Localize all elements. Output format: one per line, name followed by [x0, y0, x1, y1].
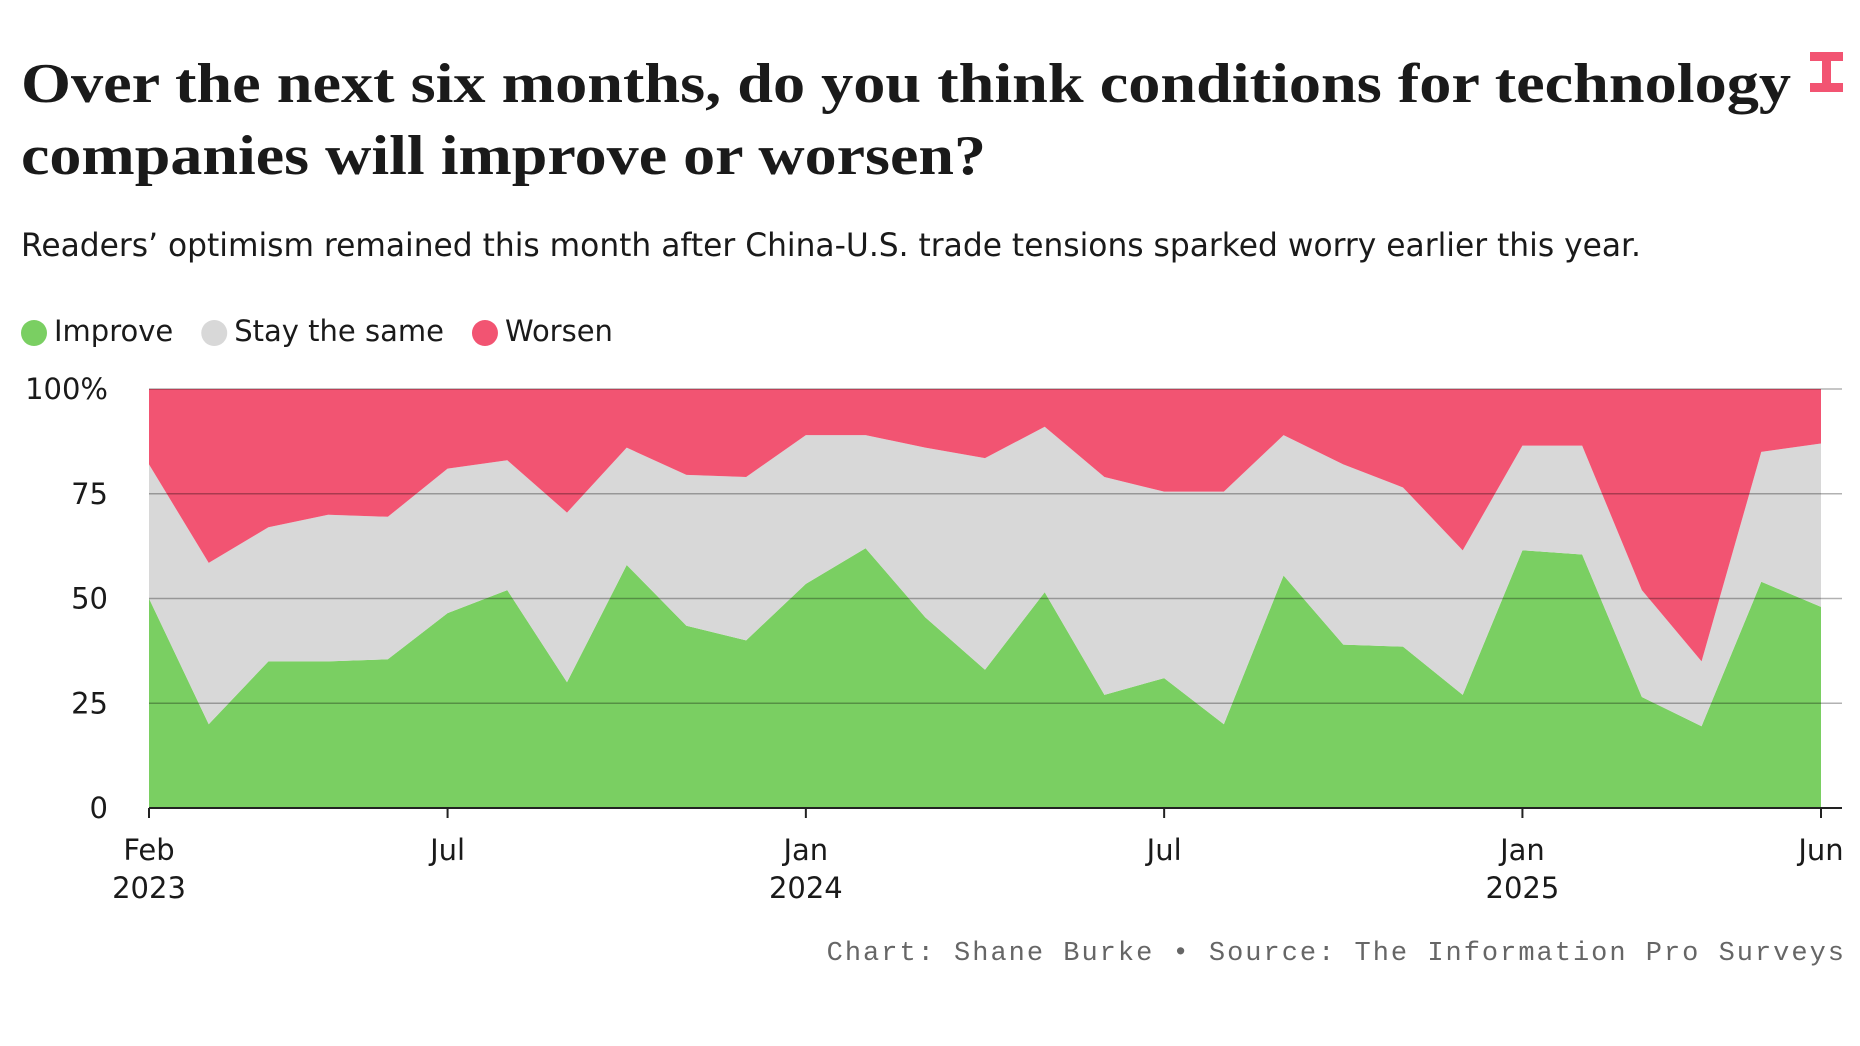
x-tick-label: Jan: [781, 833, 828, 867]
chart-title: companies will improve or worsen?: [21, 125, 986, 187]
legend-label: Improve: [54, 314, 173, 348]
chart-title: Over the next six months, do you think c…: [21, 53, 1791, 115]
x-tick-label: Feb: [123, 833, 174, 867]
y-tick-label: 25: [71, 686, 108, 720]
legend-item: Stay the same: [201, 314, 444, 348]
legend-label: Stay the same: [234, 314, 444, 348]
footer: Chart: Shane Burke • Source: The Informa…: [827, 939, 1846, 969]
y-tick-label: 50: [71, 582, 108, 616]
y-tick-label: 0: [90, 791, 108, 825]
x-tick-label: Jan: [1498, 833, 1545, 867]
area: [149, 389, 1821, 662]
legend-item: Improve: [21, 314, 173, 348]
x-tick-label: Jul: [428, 833, 465, 867]
chart-subtitle: Readers’ optimism remained this month af…: [21, 226, 1641, 264]
y-tick-label: 100%: [25, 372, 108, 406]
legend-swatch: [471, 320, 498, 346]
y-tick-label: 75: [71, 477, 108, 511]
x-tick-label: Jul: [1145, 833, 1182, 867]
area: [149, 426, 1821, 727]
legend-label: Worsen: [505, 314, 613, 348]
legend-swatch: [21, 320, 47, 346]
legend-item: Worsen: [471, 314, 613, 348]
legend-swatch: [201, 320, 228, 346]
x-tick-label: 2025: [1486, 871, 1560, 905]
x-tick-label: 2024: [769, 871, 843, 905]
x-tick-label: Jun: [1796, 833, 1843, 867]
logo: [1810, 52, 1843, 92]
area: [149, 548, 1821, 808]
x-tick-label: 2023: [112, 871, 186, 905]
